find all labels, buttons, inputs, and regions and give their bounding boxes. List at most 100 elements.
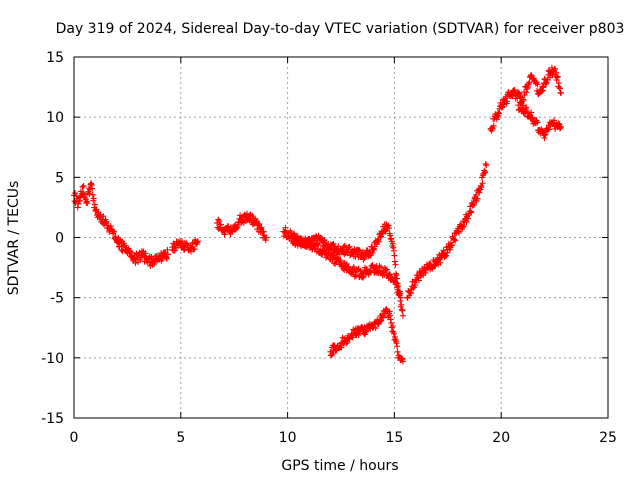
data-point	[215, 216, 222, 223]
data-point	[520, 102, 527, 109]
x-tick-label: 20	[492, 430, 510, 446]
data-points-layer	[71, 64, 565, 365]
data-point	[437, 259, 444, 266]
data-point	[91, 201, 98, 208]
y-tick-label: -10	[41, 351, 64, 367]
data-point	[399, 312, 406, 319]
data-point	[164, 251, 171, 258]
y-tick-label: 15	[46, 50, 64, 66]
data-point	[479, 180, 486, 187]
series-morning-segment	[169, 236, 201, 255]
data-point	[394, 343, 401, 350]
data-point	[412, 282, 419, 289]
data-point	[163, 255, 170, 262]
grid-layer	[74, 57, 608, 418]
data-point	[72, 190, 79, 197]
data-point	[470, 201, 477, 208]
data-point	[534, 81, 541, 88]
x-tick-label: 0	[70, 430, 79, 446]
data-point	[355, 332, 362, 339]
data-point	[463, 218, 470, 225]
data-point	[528, 109, 535, 116]
data-point	[443, 252, 450, 259]
data-point	[397, 294, 404, 301]
y-tick-label: 10	[46, 110, 64, 126]
series-afternoon-lower	[288, 234, 404, 301]
data-point	[191, 246, 198, 253]
data-point	[282, 224, 289, 231]
data-point	[315, 242, 322, 249]
y-tick-label: 0	[55, 231, 64, 247]
data-point	[553, 69, 560, 76]
data-point	[116, 243, 123, 250]
data-point	[221, 231, 228, 238]
data-point	[389, 322, 396, 329]
data-point	[378, 264, 385, 271]
y-axis-label: SDTVAR / TECUs	[6, 181, 22, 296]
data-point	[100, 213, 107, 220]
data-point	[546, 126, 553, 133]
y-tick-label: -5	[50, 291, 64, 307]
data-point	[451, 236, 458, 243]
chart-title: Day 319 of 2024, Sidereal Day-to-day VTE…	[56, 21, 625, 37]
data-point	[390, 330, 397, 337]
data-point	[372, 325, 379, 332]
data-point	[499, 104, 506, 111]
data-point	[516, 90, 523, 97]
data-point	[552, 65, 559, 72]
data-point	[504, 98, 511, 105]
x-tick-label: 25	[599, 430, 617, 446]
series-late-lower	[515, 99, 565, 142]
data-point	[340, 243, 347, 250]
data-point	[391, 252, 398, 259]
x-tick-label: 15	[385, 430, 403, 446]
data-point	[344, 338, 351, 345]
y-tick-label: -15	[41, 411, 64, 427]
data-point	[392, 261, 399, 268]
data-point	[90, 195, 97, 202]
data-point	[478, 184, 485, 191]
data-point	[483, 162, 490, 169]
data-point	[386, 225, 393, 232]
data-point	[142, 250, 149, 257]
data-point	[551, 117, 558, 124]
data-point	[89, 185, 96, 192]
data-point	[449, 241, 456, 248]
series-recovery-segment	[404, 160, 490, 301]
data-point	[394, 348, 401, 355]
data-point	[89, 191, 96, 198]
data-point	[514, 95, 521, 102]
x-tick-label: 5	[176, 430, 185, 446]
data-point	[331, 260, 338, 267]
data-point	[79, 183, 86, 190]
data-point	[331, 252, 338, 259]
series-mid-segment	[214, 210, 270, 244]
data-point	[554, 73, 561, 80]
x-axis-label: GPS time / hours	[281, 458, 398, 474]
data-point	[456, 229, 463, 236]
data-point	[490, 122, 497, 129]
data-point	[376, 318, 383, 325]
data-point	[194, 238, 201, 245]
data-point	[346, 243, 353, 250]
data-point	[452, 237, 459, 244]
data-point	[178, 238, 185, 245]
data-point	[80, 183, 87, 190]
data-point	[474, 195, 481, 202]
data-point	[97, 211, 104, 218]
data-point	[375, 238, 382, 245]
data-point	[534, 119, 541, 126]
data-point	[558, 90, 565, 97]
series-evening-segment	[487, 64, 565, 134]
y-tick-label: 5	[55, 170, 64, 186]
series-dip-segment	[327, 306, 406, 365]
data-point	[263, 234, 270, 241]
data-point	[308, 238, 315, 245]
data-point	[383, 266, 390, 273]
data-point	[415, 277, 422, 284]
data-point	[459, 224, 466, 231]
data-point	[328, 352, 335, 359]
series-early-segment	[71, 180, 171, 269]
data-point	[520, 97, 527, 104]
